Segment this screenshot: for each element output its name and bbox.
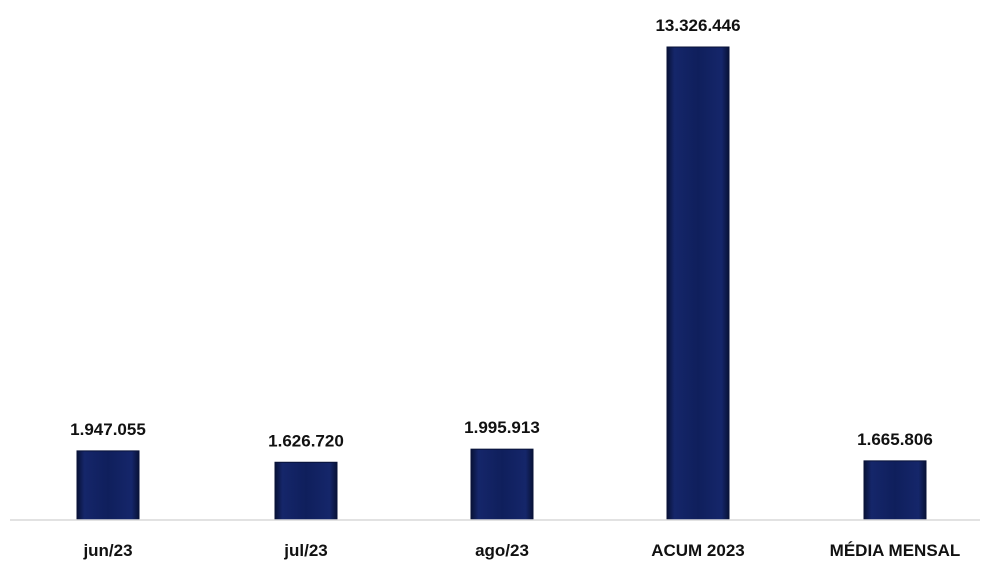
value-label-1: 1.626.720 <box>268 431 344 450</box>
category-label-4: MÉDIA MENSAL <box>830 541 961 560</box>
bars-group <box>76 46 927 521</box>
bar-2 <box>470 448 534 521</box>
bar-3 <box>666 46 730 521</box>
bar-1 <box>274 461 338 521</box>
bar-4 <box>863 460 927 521</box>
category-label-2: ago/23 <box>475 541 529 560</box>
value-label-3: 13.326.446 <box>655 16 740 35</box>
category-labels-group: jun/23 jul/23 ago/23 ACUM 2023 MÉDIA MENSAL <box>82 541 960 560</box>
value-label-4: 1.665.806 <box>857 430 933 449</box>
value-label-2: 1.995.913 <box>464 418 540 437</box>
value-labels-group: 1.947.055 1.626.720 1.995.913 13.326.446 1.6… <box>70 16 933 450</box>
category-label-3: ACUM 2023 <box>651 541 745 560</box>
bar-0 <box>76 450 140 521</box>
category-label-0: jun/23 <box>82 541 132 560</box>
category-label-1: jul/23 <box>283 541 327 560</box>
value-label-0: 1.947.055 <box>70 420 146 439</box>
